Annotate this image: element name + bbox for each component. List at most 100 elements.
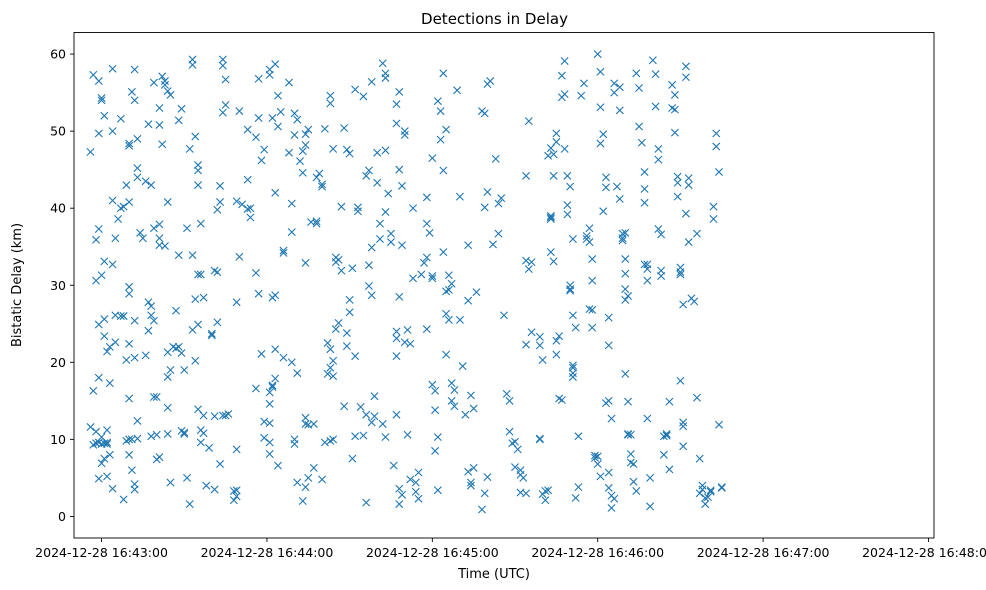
data-point-marker [527,258,536,267]
data-point-marker [334,319,343,327]
data-point-marker [375,235,384,244]
data-point-marker [194,166,203,175]
data-point-marker [312,173,321,182]
data-point-marker [194,181,203,190]
data-point-marker [549,150,558,159]
data-point-marker [657,230,666,239]
data-point-marker [494,229,503,238]
data-point-marker [425,228,434,237]
data-point-marker [353,203,362,212]
data-point-marker [141,351,150,360]
data-point-marker [116,312,125,321]
data-point-marker [560,90,569,99]
data-point-marker [442,350,451,359]
data-point-marker [293,369,302,378]
data-point-marker [362,498,371,507]
data-point-marker [207,331,216,340]
data-point-marker [279,248,288,257]
data-point-marker [568,235,577,244]
data-point-marker [125,450,134,459]
data-point-marker [398,241,407,250]
data-point-marker [160,80,169,89]
data-point-marker [119,495,128,504]
data-point-marker [364,166,373,175]
data-point-marker [158,140,167,149]
data-point-marker [271,188,280,197]
data-point-marker [183,473,192,482]
data-point-marker [444,271,453,280]
data-point-marker [464,241,473,250]
data-point-marker [662,431,671,440]
data-point-marker [125,282,134,291]
data-point-marker [621,255,630,264]
chart-title: Detections in Delay [421,10,568,28]
data-point-marker [290,130,299,139]
data-point-marker [155,104,164,113]
data-point-marker [610,79,619,88]
data-point-marker [588,305,597,314]
data-point-marker [546,248,555,257]
data-point-marker [97,459,106,468]
data-point-marker [624,292,633,301]
data-point-marker [279,353,288,362]
data-point-marker [232,445,241,454]
data-point-marker [94,225,103,233]
data-point-marker [535,332,544,341]
data-point-marker [679,418,688,427]
data-point-marker [566,182,575,191]
data-point-marker [177,104,186,113]
data-point-marker [522,340,531,349]
data-point-marker [398,181,407,190]
data-point-marker [207,329,216,338]
data-point-marker [643,414,652,423]
data-point-marker [414,494,423,503]
data-point-marker [392,100,401,109]
data-point-marker [582,231,591,240]
data-point-marker [205,443,214,452]
data-point-marker [271,60,280,69]
data-point-marker [400,127,409,136]
data-point-marker [180,428,189,437]
data-point-marker [276,107,285,116]
data-point-marker [654,155,663,164]
data-point-marker [298,147,307,156]
data-point-marker [144,298,153,307]
data-point-marker [232,486,241,495]
data-point-marker [436,107,445,116]
data-point-marker [505,396,514,405]
data-point-marker [654,144,663,153]
data-point-marker [340,402,349,411]
data-point-marker [392,334,401,343]
data-point-marker [92,235,101,244]
data-point-marker [414,468,423,477]
data-point-marker [640,167,649,176]
data-point-marker [378,419,387,428]
data-point-marker [133,173,142,182]
data-point-marker [701,500,710,509]
data-point-marker [375,219,384,228]
data-point-marker [431,386,440,395]
data-point-marker [105,379,114,388]
data-point-marker [105,450,114,459]
data-point-marker [97,96,106,105]
data-point-marker [320,438,329,447]
data-point-marker [599,130,608,139]
data-point-marker [398,490,407,499]
data-point-marker [188,325,197,334]
data-point-marker [94,474,103,483]
data-point-marker [395,87,404,96]
x-tick-label: 2024-12-28 16:46:00 [531,545,664,560]
data-point-marker [618,236,627,245]
data-point-marker [601,173,610,182]
data-point-marker [345,295,354,304]
data-point-marker [301,483,310,492]
data-point-marker [331,325,340,334]
data-point-marker [665,397,674,406]
data-point-marker [552,336,561,345]
data-point-marker [541,496,550,505]
data-point-marker [326,91,335,100]
data-point-marker [144,120,153,129]
data-point-marker [552,350,561,359]
data-point-marker [301,419,310,428]
data-point-marker [662,429,671,438]
